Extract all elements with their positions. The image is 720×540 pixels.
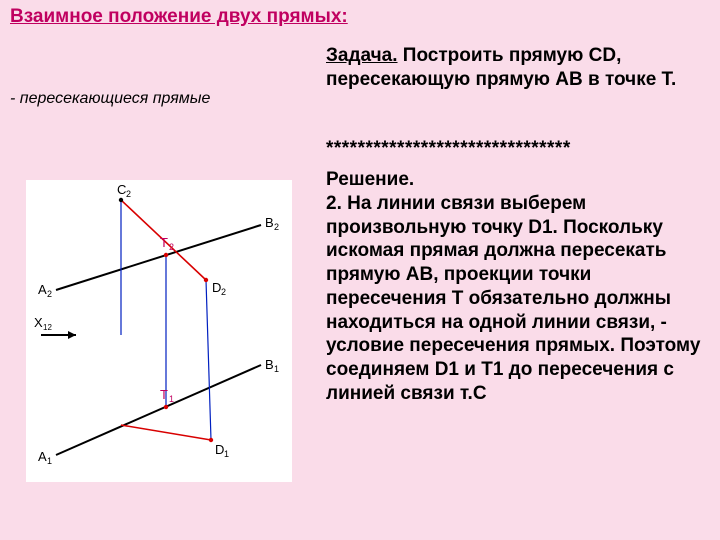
solution-block: Решение. 2. На линии связи выберем произ…	[326, 168, 710, 406]
subtitle: - пересекающиеся прямые	[10, 90, 210, 108]
svg-text:C: C	[117, 182, 126, 197]
svg-text:2: 2	[47, 289, 52, 299]
svg-text:A: A	[38, 282, 47, 297]
svg-text:1: 1	[47, 456, 52, 466]
svg-text:B: B	[265, 215, 274, 230]
svg-text:2: 2	[274, 222, 279, 232]
page-title: Взаимное положение двух прямых:	[10, 6, 348, 28]
svg-text:12: 12	[43, 323, 52, 332]
solution-label: Решение.	[326, 169, 414, 190]
svg-text:B: B	[265, 357, 274, 372]
svg-text:2: 2	[169, 242, 174, 252]
svg-text:2: 2	[126, 189, 131, 199]
svg-text:1: 1	[274, 364, 279, 374]
solution-text: 2. На линии связи выберем произвольную т…	[326, 193, 700, 404]
task-label: Задача.	[326, 45, 398, 66]
svg-text:X: X	[34, 315, 43, 330]
svg-text:A: A	[38, 449, 47, 464]
svg-text:D: D	[215, 442, 224, 457]
svg-text:T: T	[160, 387, 168, 402]
svg-text:2: 2	[221, 287, 226, 297]
svg-text:1: 1	[224, 449, 229, 459]
svg-text:1: 1	[169, 394, 174, 404]
diagram: C2B2A2T2D2X12B1A1T1D1	[26, 180, 292, 482]
stars-divider: *******************************	[326, 138, 571, 160]
svg-text:D: D	[212, 280, 221, 295]
svg-text:T: T	[160, 235, 168, 250]
task-block: Задача. Построить прямую CD, пересекающу…	[326, 44, 706, 92]
